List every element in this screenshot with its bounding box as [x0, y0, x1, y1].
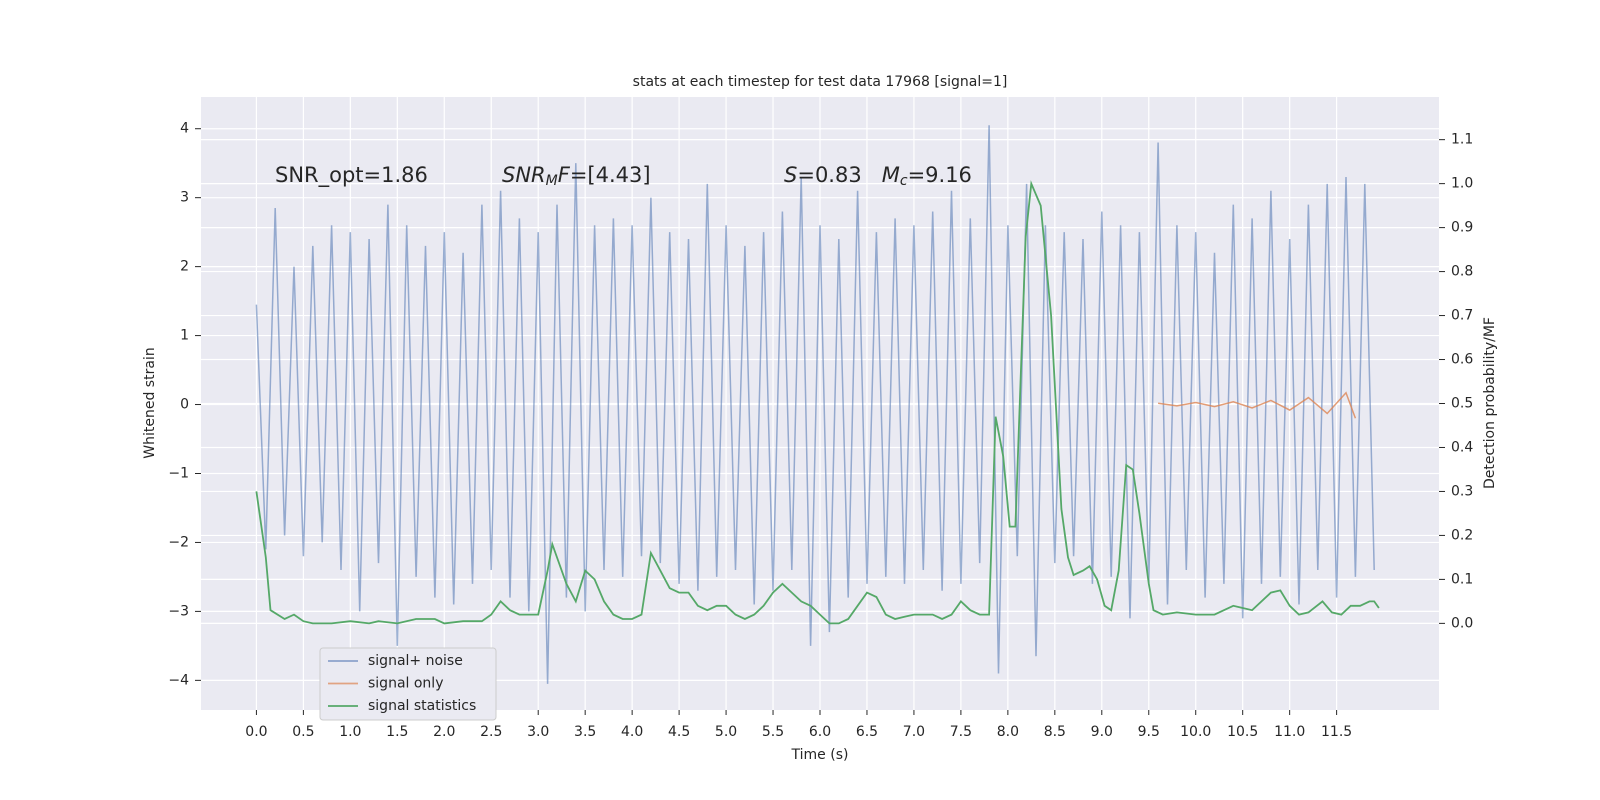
y2-tick-label: 0.7 — [1451, 308, 1473, 324]
x-tick-label: 8.5 — [1044, 724, 1066, 740]
x-tick-label: 4.5 — [668, 724, 690, 740]
annotation-part: =0.83 — [797, 163, 881, 187]
x-tick-label: 11.0 — [1274, 724, 1305, 740]
x-tick-label: 1.0 — [339, 724, 361, 740]
x-tick-label: 4.0 — [621, 724, 643, 740]
legend-label: signal statistics — [368, 698, 476, 714]
x-tick-label: 10.5 — [1227, 724, 1258, 740]
x-tick-label: 6.5 — [856, 724, 878, 740]
y2-axis-label: Detection probability/MF — [1482, 317, 1498, 489]
y-tick-label: −2 — [168, 534, 189, 550]
x-tick-label: 2.5 — [480, 724, 502, 740]
y2-tick-label: 0.4 — [1451, 439, 1473, 455]
y2-tick-label: 0.1 — [1451, 571, 1473, 587]
series-line — [1157, 391, 1357, 419]
x-tick-label: 11.5 — [1321, 724, 1352, 740]
annotation-part: SNR_opt=1.86 — [275, 163, 428, 188]
annotation-part: S — [784, 163, 797, 187]
x-tick-label: 3.5 — [574, 724, 596, 740]
y-tick-label: −1 — [168, 465, 189, 481]
x-tick-label: 7.0 — [903, 724, 925, 740]
annotation-part: SNR — [502, 163, 546, 187]
y2-tick-label: 1.1 — [1451, 132, 1473, 148]
y2-tick-label: 1.0 — [1451, 176, 1473, 192]
y-tick-label: 2 — [180, 259, 189, 275]
series-line — [255, 125, 1375, 684]
y2-tick-label: 0.6 — [1451, 352, 1473, 368]
annotation-part: M — [882, 163, 900, 187]
y-tick-label: 3 — [180, 190, 189, 206]
x-tick-label: 0.5 — [292, 724, 314, 740]
legend-box — [319, 647, 497, 721]
y-tick-label: 1 — [180, 328, 189, 344]
annotation-part: c — [900, 173, 908, 189]
y2-tick-label: 0.2 — [1451, 527, 1473, 543]
y2-tick-label: 0.9 — [1451, 220, 1473, 236]
annotation: S=0.83 Mc=9.16 — [784, 163, 972, 189]
legend-label: signal only — [368, 676, 443, 692]
y-tick-label: 4 — [180, 121, 189, 137]
annotation-part: M — [546, 173, 558, 189]
x-tick-label: 1.5 — [386, 724, 408, 740]
x-axis-label: Time (s) — [791, 747, 849, 763]
x-tick-label: 5.5 — [762, 724, 784, 740]
x-tick-label: 9.5 — [1138, 724, 1160, 740]
x-tick-label: 10.0 — [1180, 724, 1211, 740]
annotation-part: =9.16 — [908, 163, 972, 187]
legend-label: signal+ noise — [368, 653, 463, 669]
annotation-part: =[4.43] — [570, 163, 651, 187]
chart-title: stats at each timestep for test data 179… — [633, 74, 1008, 90]
annotation: SNRMF=[4.43] — [502, 163, 651, 189]
series-line — [255, 180, 1380, 625]
y-tick-label: −4 — [168, 672, 189, 688]
x-tick-label: 5.0 — [715, 724, 737, 740]
x-tick-label: 2.0 — [433, 724, 455, 740]
x-tick-label: 0.0 — [245, 724, 267, 740]
annotation: SNR_opt=1.86 — [275, 163, 428, 188]
x-tick-label: 3.0 — [527, 724, 549, 740]
y-tick-label: −3 — [168, 603, 189, 619]
x-tick-label: 6.0 — [809, 724, 831, 740]
y-tick-label: 0 — [180, 397, 189, 413]
x-tick-label: 7.5 — [950, 724, 972, 740]
y2-tick-label: 0.3 — [1451, 483, 1473, 499]
annotation-part: F — [558, 163, 571, 187]
y2-tick-label: 0.8 — [1451, 264, 1473, 280]
y-axis-label: Whitened strain — [142, 347, 158, 458]
y2-tick-label: 0.0 — [1451, 615, 1473, 631]
x-tick-label: 9.0 — [1091, 724, 1113, 740]
x-tick-label: 8.0 — [997, 724, 1019, 740]
y2-tick-label: 0.5 — [1451, 396, 1473, 412]
